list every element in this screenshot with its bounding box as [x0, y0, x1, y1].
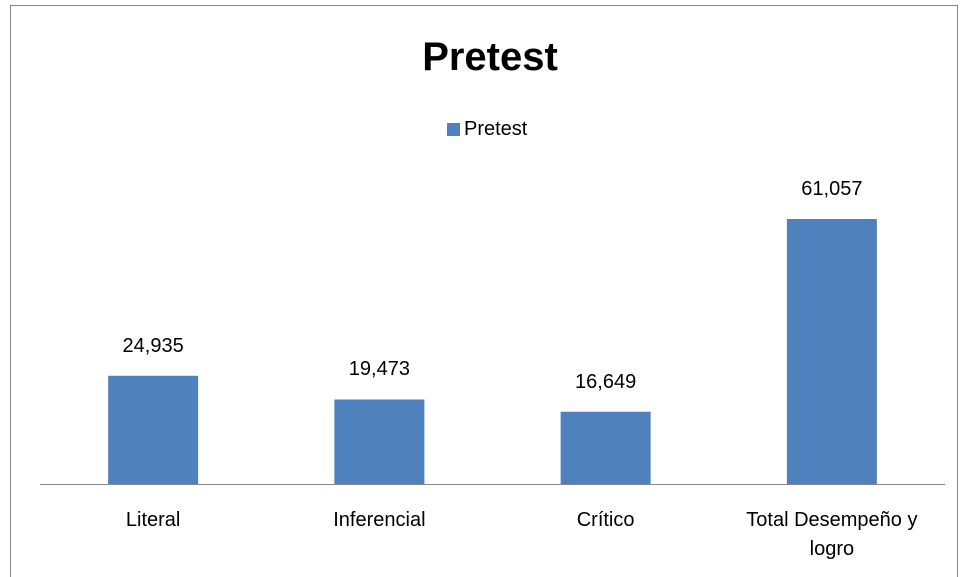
data-label: 19,473: [348, 358, 410, 381]
x-tick-label: Total Desempeño y logro: [746, 509, 918, 560]
x-tick-label: Literal: [125, 509, 181, 531]
bar: [560, 411, 651, 484]
bar: [786, 219, 877, 484]
x-tick-label: Inferencial: [333, 509, 426, 531]
bar: [334, 399, 425, 484]
legend-swatch: [447, 123, 460, 136]
chart-border: [10, 5, 958, 577]
bar: [108, 375, 199, 484]
data-label: 24,935: [122, 334, 184, 357]
x-tick-label: Crítico: [576, 509, 635, 531]
data-label: 61,057: [801, 178, 863, 200]
chart-title: Pretest: [422, 35, 558, 79]
legend-label: Pretest: [464, 118, 528, 140]
data-label: 16,649: [575, 370, 637, 393]
